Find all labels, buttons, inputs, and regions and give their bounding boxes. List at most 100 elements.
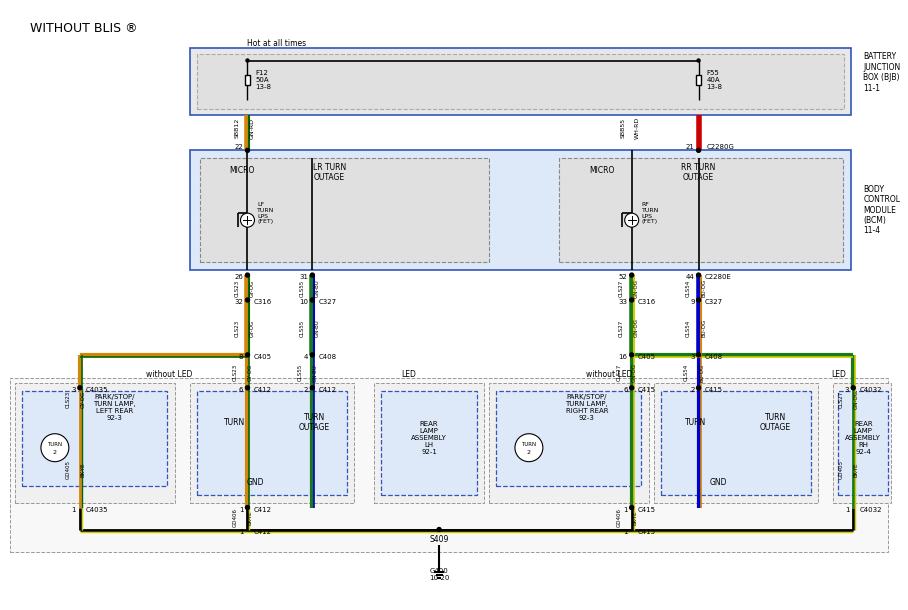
Text: GY-OG: GY-OG (250, 279, 255, 296)
Text: 10: 10 (300, 299, 309, 305)
Text: GN-BU: GN-BU (315, 319, 320, 337)
Text: TURN: TURN (47, 442, 63, 447)
Bar (834, 383, 891, 503)
Text: C408: C408 (705, 354, 723, 360)
Bar (197, 54, 844, 109)
Bar (696, 76, 701, 85)
Circle shape (245, 506, 250, 509)
Text: C327: C327 (705, 299, 723, 305)
Text: 1: 1 (239, 506, 243, 512)
Text: C415: C415 (637, 387, 656, 393)
Circle shape (245, 353, 250, 357)
Bar (10, 378, 888, 553)
Text: C408: C408 (319, 354, 337, 360)
Text: WH-RD: WH-RD (636, 117, 640, 140)
Text: GD405: GD405 (839, 460, 844, 479)
Text: C316: C316 (253, 299, 271, 305)
Text: GY-OG: GY-OG (250, 319, 255, 337)
Text: MICRO: MICRO (588, 166, 614, 175)
Text: 16: 16 (618, 354, 627, 360)
Text: BK-YE: BK-YE (854, 462, 859, 477)
Text: G400
10-20: G400 10-20 (429, 568, 449, 581)
Text: LED: LED (401, 370, 417, 379)
Text: SBB55: SBB55 (620, 118, 626, 138)
Text: BK-YE: BK-YE (80, 462, 85, 477)
Circle shape (515, 434, 543, 462)
Text: REAR
LAMP
ASSEMBLY
RH
92-4: REAR LAMP ASSEMBLY RH 92-4 (845, 421, 881, 454)
Text: 1: 1 (623, 506, 627, 512)
Text: 3: 3 (690, 354, 695, 360)
Text: CLS55: CLS55 (300, 279, 305, 296)
Text: 2: 2 (690, 387, 695, 393)
Text: C2280G: C2280G (706, 145, 735, 150)
Text: C4032: C4032 (859, 387, 882, 393)
Bar (489, 383, 648, 503)
Text: CLS27: CLS27 (617, 364, 622, 381)
Text: GN-OG: GN-OG (854, 390, 859, 409)
Text: C4035: C4035 (86, 506, 108, 512)
Text: S409: S409 (429, 535, 449, 544)
Circle shape (245, 386, 250, 390)
Text: BU-OG: BU-OG (699, 364, 704, 382)
Text: 32: 32 (234, 299, 243, 305)
Text: C4035: C4035 (86, 387, 108, 393)
Text: GD405: GD405 (65, 460, 70, 479)
Bar (190, 150, 851, 270)
Text: GN-OG: GN-OG (634, 318, 639, 337)
Circle shape (625, 213, 638, 227)
Text: CLS23: CLS23 (65, 391, 70, 409)
Circle shape (245, 298, 250, 302)
Text: C405: C405 (253, 354, 271, 360)
Text: F55
40A
13-8: F55 40A 13-8 (706, 71, 723, 90)
Bar (190, 48, 851, 115)
Circle shape (630, 506, 634, 509)
Circle shape (246, 59, 249, 62)
Text: 6: 6 (623, 387, 627, 393)
Text: GND: GND (710, 478, 727, 487)
Bar (245, 76, 250, 85)
Text: C415: C415 (637, 528, 656, 534)
Circle shape (697, 59, 700, 62)
Text: CLS27: CLS27 (619, 279, 624, 296)
Text: TURN: TURN (224, 418, 245, 427)
Text: CLS54: CLS54 (684, 364, 689, 381)
Text: 1: 1 (239, 528, 243, 534)
Text: 22: 22 (235, 145, 243, 150)
Text: C412: C412 (253, 528, 271, 534)
Text: CLS27: CLS27 (839, 391, 844, 409)
Text: C415: C415 (705, 387, 723, 393)
Text: C412: C412 (319, 387, 336, 393)
Text: C412: C412 (253, 387, 271, 393)
Circle shape (311, 353, 314, 357)
Bar (654, 383, 818, 503)
Text: CLS23: CLS23 (233, 364, 238, 381)
Circle shape (630, 273, 634, 277)
Circle shape (696, 273, 701, 277)
Text: without LED: without LED (586, 370, 632, 379)
Bar (374, 383, 484, 503)
Text: BATTERY
JUNCTION
BOX (BJB)
11-1: BATTERY JUNCTION BOX (BJB) 11-1 (864, 52, 901, 93)
Text: GD406: GD406 (617, 508, 622, 527)
Circle shape (41, 434, 69, 462)
Circle shape (630, 353, 634, 357)
Circle shape (696, 148, 701, 152)
Text: C316: C316 (637, 299, 656, 305)
Text: Hot at all times: Hot at all times (248, 39, 307, 48)
Text: 4: 4 (304, 354, 309, 360)
Text: 1: 1 (72, 506, 76, 512)
Text: CLS54: CLS54 (686, 279, 691, 296)
Text: CLS23: CLS23 (235, 319, 240, 337)
Text: BK-YE: BK-YE (632, 511, 637, 525)
Text: 31: 31 (300, 274, 309, 280)
Text: C327: C327 (319, 299, 337, 305)
Text: CLS27: CLS27 (619, 319, 624, 337)
Text: GN-OG: GN-OG (634, 279, 639, 298)
Text: 6: 6 (239, 387, 243, 393)
Text: GY-OG: GY-OG (80, 391, 85, 409)
Circle shape (78, 386, 82, 390)
Text: RF
TURN
LPS
(FET): RF TURN LPS (FET) (642, 202, 659, 224)
Text: LED: LED (831, 370, 845, 379)
Text: C405: C405 (637, 354, 656, 360)
Text: CLS23: CLS23 (235, 279, 240, 296)
Circle shape (311, 273, 314, 277)
